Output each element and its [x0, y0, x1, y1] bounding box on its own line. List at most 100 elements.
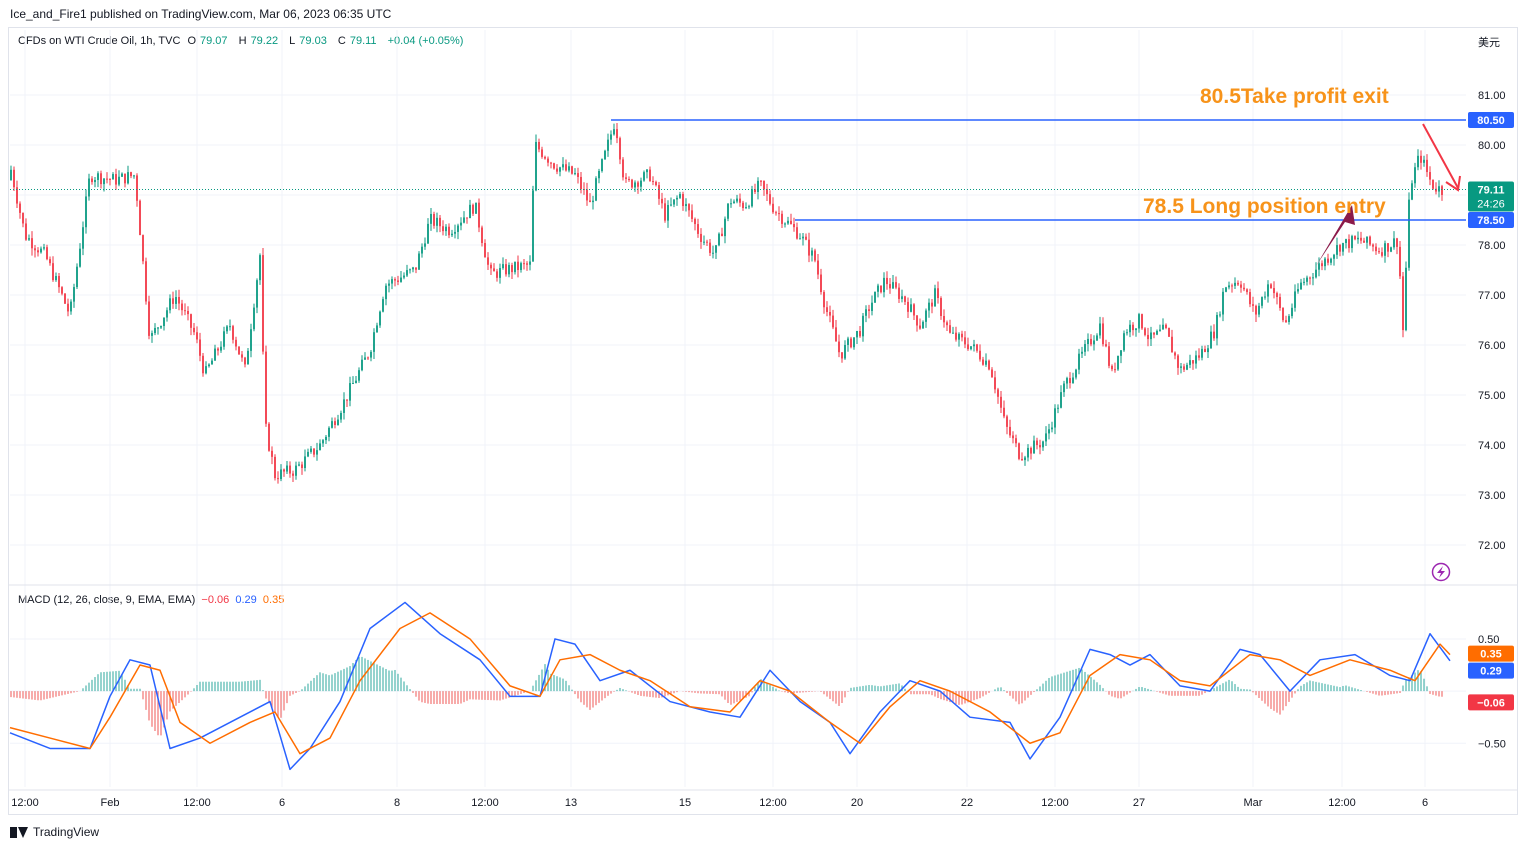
drawn-arrows	[1316, 123, 1461, 266]
candle-body	[454, 231, 456, 234]
candle-body	[46, 247, 48, 260]
candle-body	[1168, 327, 1170, 337]
candle-body	[1078, 353, 1080, 370]
candle-body	[874, 291, 876, 303]
candle-body	[853, 337, 855, 348]
candle-body	[190, 314, 192, 328]
candle-body	[628, 178, 630, 180]
macd-badge-2	[1468, 694, 1514, 711]
time-tick-label: 22	[961, 797, 973, 809]
candle-body	[133, 175, 135, 177]
candle-body	[271, 450, 273, 457]
lightning-icon[interactable]	[1431, 562, 1451, 582]
candle-body	[1192, 360, 1194, 364]
candle-body	[952, 332, 954, 334]
candle-body	[1255, 305, 1257, 315]
candle-body	[1411, 183, 1413, 200]
candle-body	[55, 276, 57, 281]
candle-body	[295, 465, 297, 476]
candle-body	[1096, 335, 1098, 341]
candle-body	[1093, 340, 1095, 345]
candle-body	[772, 203, 774, 213]
candle-body	[1177, 355, 1179, 368]
bar-countdown: 24:26	[1477, 199, 1505, 211]
candle-body	[463, 217, 465, 223]
candle-body	[493, 268, 495, 272]
candle-body	[202, 355, 204, 374]
candle-body	[664, 203, 666, 221]
price-tick-label: 80.00	[1478, 140, 1506, 152]
candle-body	[280, 469, 282, 480]
price-tick-label: 73.00	[1478, 490, 1506, 502]
candle-body	[898, 287, 900, 299]
candle-body	[592, 200, 594, 203]
candle-body	[154, 327, 156, 334]
candle-body	[934, 288, 936, 307]
time-tick-label: 13	[565, 797, 577, 809]
candle-body	[283, 469, 285, 472]
candle-body	[991, 369, 993, 378]
annotation-0: 80.5Take profit exit	[1200, 85, 1389, 108]
candle-body	[31, 238, 33, 249]
candle-body	[1147, 334, 1149, 340]
candle-body	[781, 213, 783, 224]
candle-body	[718, 233, 720, 246]
annotation-1: 78.5 Long position entry	[1143, 195, 1386, 218]
candle-body	[205, 366, 207, 374]
candle-body	[1291, 307, 1293, 317]
candle-body	[436, 217, 438, 226]
candle-body	[523, 263, 525, 265]
candle-body	[1381, 252, 1383, 256]
candle-body	[982, 359, 984, 365]
candle-body	[259, 255, 261, 281]
candle-body	[1414, 167, 1416, 184]
candle-body	[28, 238, 30, 240]
candle-body	[163, 317, 165, 327]
candle-body	[235, 339, 237, 347]
candle-body	[373, 332, 375, 352]
candle-body	[466, 217, 468, 219]
candle-body	[700, 233, 702, 242]
candle-body	[160, 326, 162, 328]
candle-body	[1294, 291, 1296, 308]
candle-body	[1297, 289, 1299, 292]
candle-body	[589, 200, 591, 203]
candle-body	[1324, 258, 1326, 267]
candle-body	[1213, 331, 1215, 339]
candle-body	[130, 172, 132, 177]
candle-body	[1252, 304, 1254, 306]
time-tick-label: 20	[851, 797, 863, 809]
candle-body	[1375, 246, 1377, 252]
candle-body	[661, 198, 663, 204]
candle-body	[1222, 291, 1224, 315]
candle-body	[691, 210, 693, 219]
candle-body	[1321, 263, 1323, 267]
candle-body	[1282, 307, 1284, 321]
candle-body	[1069, 378, 1071, 384]
time-tick-label: 6	[1422, 797, 1428, 809]
candle-body	[604, 150, 606, 160]
candle-body	[616, 129, 618, 139]
candle-body	[13, 169, 15, 188]
candle-body	[418, 253, 420, 270]
candle-body	[1048, 429, 1050, 434]
macd-badge-label-1: 0.29	[1480, 666, 1501, 678]
candle-body	[886, 277, 888, 285]
candle-body	[1000, 396, 1002, 408]
candle-body	[724, 218, 726, 237]
time-tick-label: 12:00	[11, 797, 39, 809]
candle-body	[538, 141, 540, 150]
candle-body	[358, 370, 360, 381]
candle-body	[1249, 292, 1251, 305]
candle-body	[100, 173, 102, 185]
candle-body	[1123, 333, 1125, 351]
candle-body	[1183, 366, 1185, 370]
candle-body	[157, 327, 159, 329]
candle-body	[304, 456, 306, 469]
candle-body	[673, 199, 675, 205]
candle-body	[1105, 344, 1107, 347]
tradingview-logo[interactable]: TradingView	[10, 825, 99, 839]
candle-body	[298, 464, 300, 466]
candle-body	[1054, 408, 1056, 428]
